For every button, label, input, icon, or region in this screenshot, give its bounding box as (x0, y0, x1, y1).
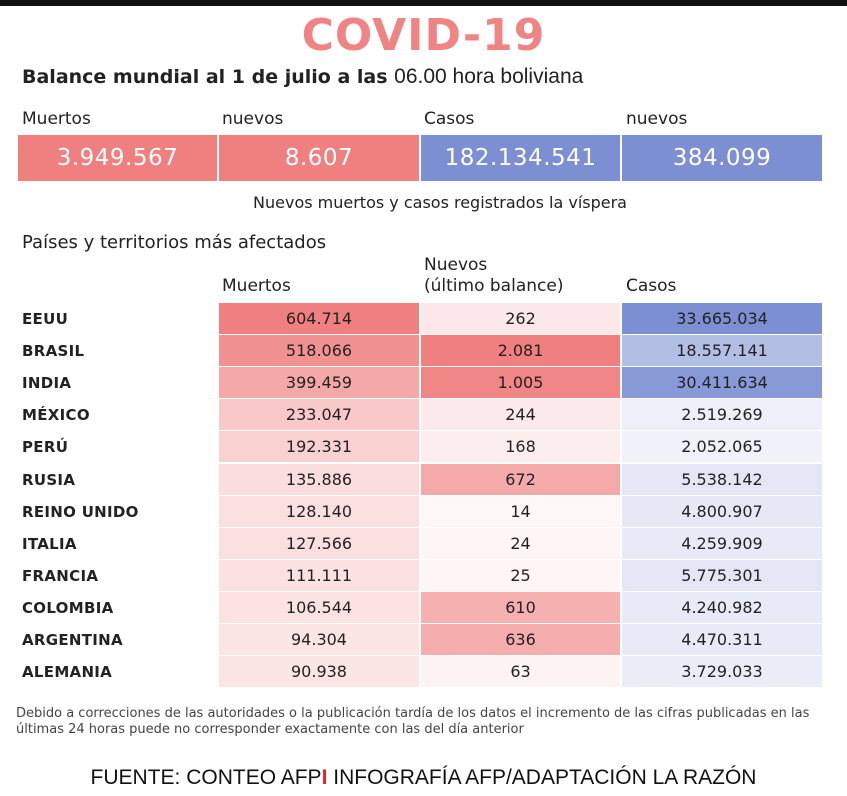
country-name: MÉXICO (22, 406, 90, 425)
cell-nuevos: 244 (421, 399, 620, 431)
summary-note: Nuevos muertos y casos registrados la ví… (253, 193, 627, 212)
cell-nuevos: 25 (421, 559, 620, 591)
cell-casos: 4.800.907 (622, 495, 822, 527)
cell-muertos: 233.047 (219, 399, 419, 431)
subtitle-time: 06.00 hora boliviana (394, 65, 584, 88)
cell-muertos: 127.566 (219, 527, 419, 559)
cell-casos: 5.538.142 (622, 463, 822, 495)
country-name: FRANCIA (22, 566, 99, 585)
cell-casos: 30.411.634 (622, 367, 822, 399)
cell-casos: 4.240.982 (622, 591, 822, 623)
footnote: Debido a correcciones de las autoridades… (16, 706, 810, 737)
cell-casos: 5.775.301 (622, 559, 822, 591)
source-separator: I (321, 766, 328, 789)
cell-nuevos: 672 (421, 463, 620, 495)
top-rule (0, 0, 847, 6)
cell-nuevos: 610 (421, 591, 620, 623)
cell-muertos: 90.938 (219, 656, 419, 688)
subtitle-bold: Balance mundial al 1 de julio a las (22, 66, 395, 88)
cell-nuevos: 1.005 (421, 367, 620, 399)
cell-casos: 2.519.269 (622, 399, 822, 431)
cell-casos: 2.052.065 (622, 431, 822, 463)
cell-casos: 18.557.141 (622, 335, 822, 367)
header-nuevos-line2: (último balance) (424, 276, 564, 296)
header-nuevos-line1: Nuevos (424, 255, 488, 275)
country-name: ARGENTINA (22, 631, 123, 649)
cell-muertos: 192.331 (219, 431, 419, 463)
cell-muertos: 128.140 (219, 495, 419, 527)
cell-muertos: 94.304 (219, 624, 419, 655)
country-name: PERÚ (22, 438, 69, 457)
cell-casos: 4.470.311 (622, 624, 822, 655)
cell-muertos: 111.111 (219, 559, 419, 591)
cell-casos: 3.729.033 (622, 656, 822, 688)
summary-muertos-nuevos-label: nuevos (222, 109, 284, 129)
country-name: COLOMBIA (22, 598, 114, 617)
header-muertos: Muertos (222, 276, 291, 296)
summary-casos-value: 182.134.541 (421, 135, 620, 181)
country-name: EEUU (22, 310, 69, 328)
summary-muertos-value: 3.949.567 (18, 135, 217, 181)
cell-muertos: 106.544 (219, 591, 419, 623)
section-title: Países y territorios más afectados (22, 232, 327, 253)
cell-muertos: 604.714 (219, 303, 419, 334)
country-name: BRASIL (22, 342, 85, 361)
summary-muertos-label: Muertos (22, 109, 91, 129)
summary-casos-nuevos-value: 384.099 (622, 135, 822, 181)
summary-casos-label: Casos (424, 109, 475, 129)
cell-casos: 33.665.034 (622, 303, 822, 334)
source-credit: FUENTE: CONTEO AFPI INFOGRAFÍA AFP/ADAPT… (0, 764, 847, 792)
cell-muertos: 399.459 (219, 367, 419, 399)
source-part1: FUENTE: CONTEO AFP (90, 766, 322, 789)
country-name: REINO UNIDO (22, 502, 139, 521)
cell-muertos: 135.886 (219, 463, 419, 495)
country-name: ITALIA (22, 534, 77, 553)
cell-casos: 4.259.909 (622, 527, 822, 559)
subtitle: Balance mundial al 1 de julio a las 06.0… (22, 64, 583, 90)
summary-casos-nuevos-label: nuevos (626, 109, 688, 129)
cell-nuevos: 636 (421, 624, 620, 655)
cell-nuevos: 262 (421, 303, 620, 334)
cell-nuevos: 168 (421, 431, 620, 463)
header-casos: Casos (626, 276, 677, 296)
page-title: COVID-19 (301, 10, 546, 61)
country-name: RUSIA (22, 470, 76, 489)
cell-nuevos: 63 (421, 656, 620, 688)
header-nuevos: Nuevos (último balance) (424, 255, 563, 297)
cell-muertos: 518.066 (219, 335, 419, 367)
summary-muertos-nuevos-value: 8.607 (219, 135, 419, 181)
country-name: INDIA (22, 374, 72, 393)
country-name: ALEMANIA (22, 663, 113, 682)
cell-nuevos: 14 (421, 495, 620, 527)
cell-nuevos: 24 (421, 527, 620, 559)
cell-nuevos: 2.081 (421, 335, 620, 367)
source-part2: INFOGRAFÍA AFP/ADAPTACIÓN LA RAZÓN (327, 766, 757, 789)
